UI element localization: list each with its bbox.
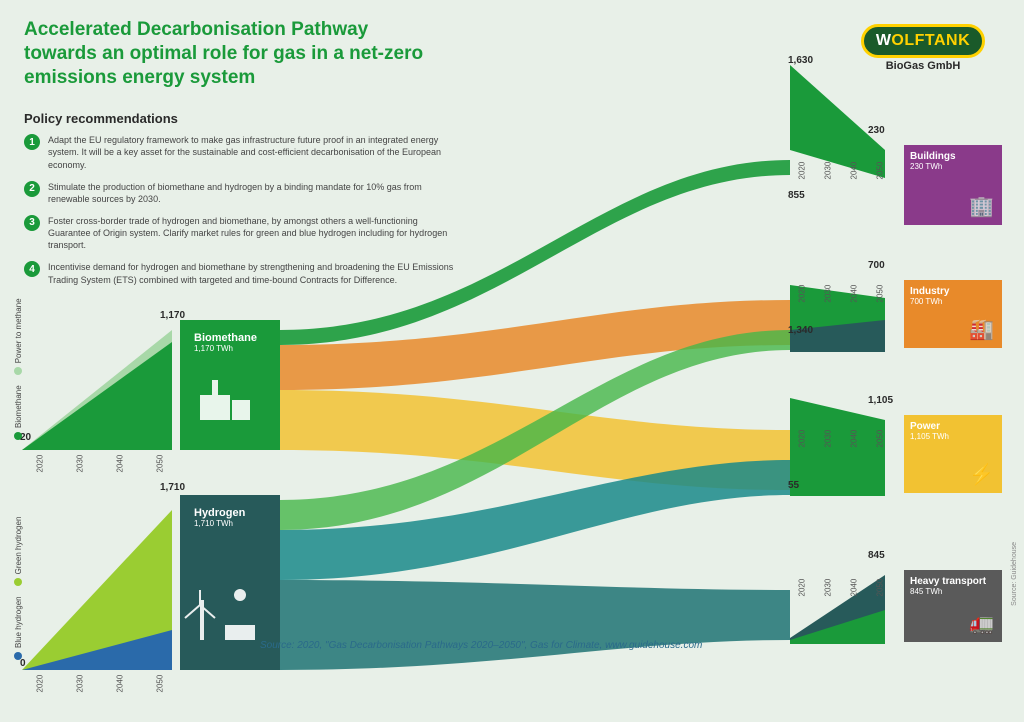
power-start-label: 1,340 [788,325,813,336]
power-end-label: 1,105 [868,395,893,406]
dest-power-box: Power1,105 TWh⚡ [904,415,1002,493]
year-ticks: 2020203020402050 [796,586,894,595]
year-ticks: 2020203020402050 [34,682,188,691]
buildings-start-label: 1,630 [788,55,813,66]
source-credit: Source: 2020, "Gas Decarbonisation Pathw… [260,640,702,651]
year-ticks: 2020203020402050 [796,437,894,446]
buildings-icon: 🏢 [969,194,994,219]
dest-industry-box: Industry700 TWh🏭 [904,280,1002,348]
dest-buildings-box: Buildings230 TWh🏢 [904,145,1002,225]
sankey-diagram [0,0,1024,722]
transport-end-label: 845 [868,550,885,561]
industry-icon: 🏭 [969,317,994,342]
power-icon: ⚡ [969,462,994,487]
source-hydrogen-box: Hydrogen 1,710 TWh [186,501,253,534]
buildings-end-label: 230 [868,125,885,136]
biomethane-legend: Biomethane Power to methane [14,298,23,440]
year-ticks: 2020203020402050 [34,462,188,471]
transport-start-label: 55 [788,480,799,491]
year-ticks: 2020203020402050 [796,292,894,301]
dest-transport-box: Heavy transport845 TWh🚛 [904,570,1002,642]
source-biomethane-box: Biomethane 1,170 TWh [186,326,265,359]
year-ticks: 2020203020402050 [796,169,894,178]
biomethane-peak-label: 1,170 [160,310,185,321]
hydrogen-peak-label: 1,710 [160,482,185,493]
transport-icon: 🚛 [969,611,994,636]
hydrogen-legend: Blue hydrogen Green hydrogen [14,517,23,660]
industry-end-label: 700 [868,260,885,271]
side-credit: Source: Guidehouse [1011,542,1018,606]
industry-start-label: 855 [788,190,805,201]
